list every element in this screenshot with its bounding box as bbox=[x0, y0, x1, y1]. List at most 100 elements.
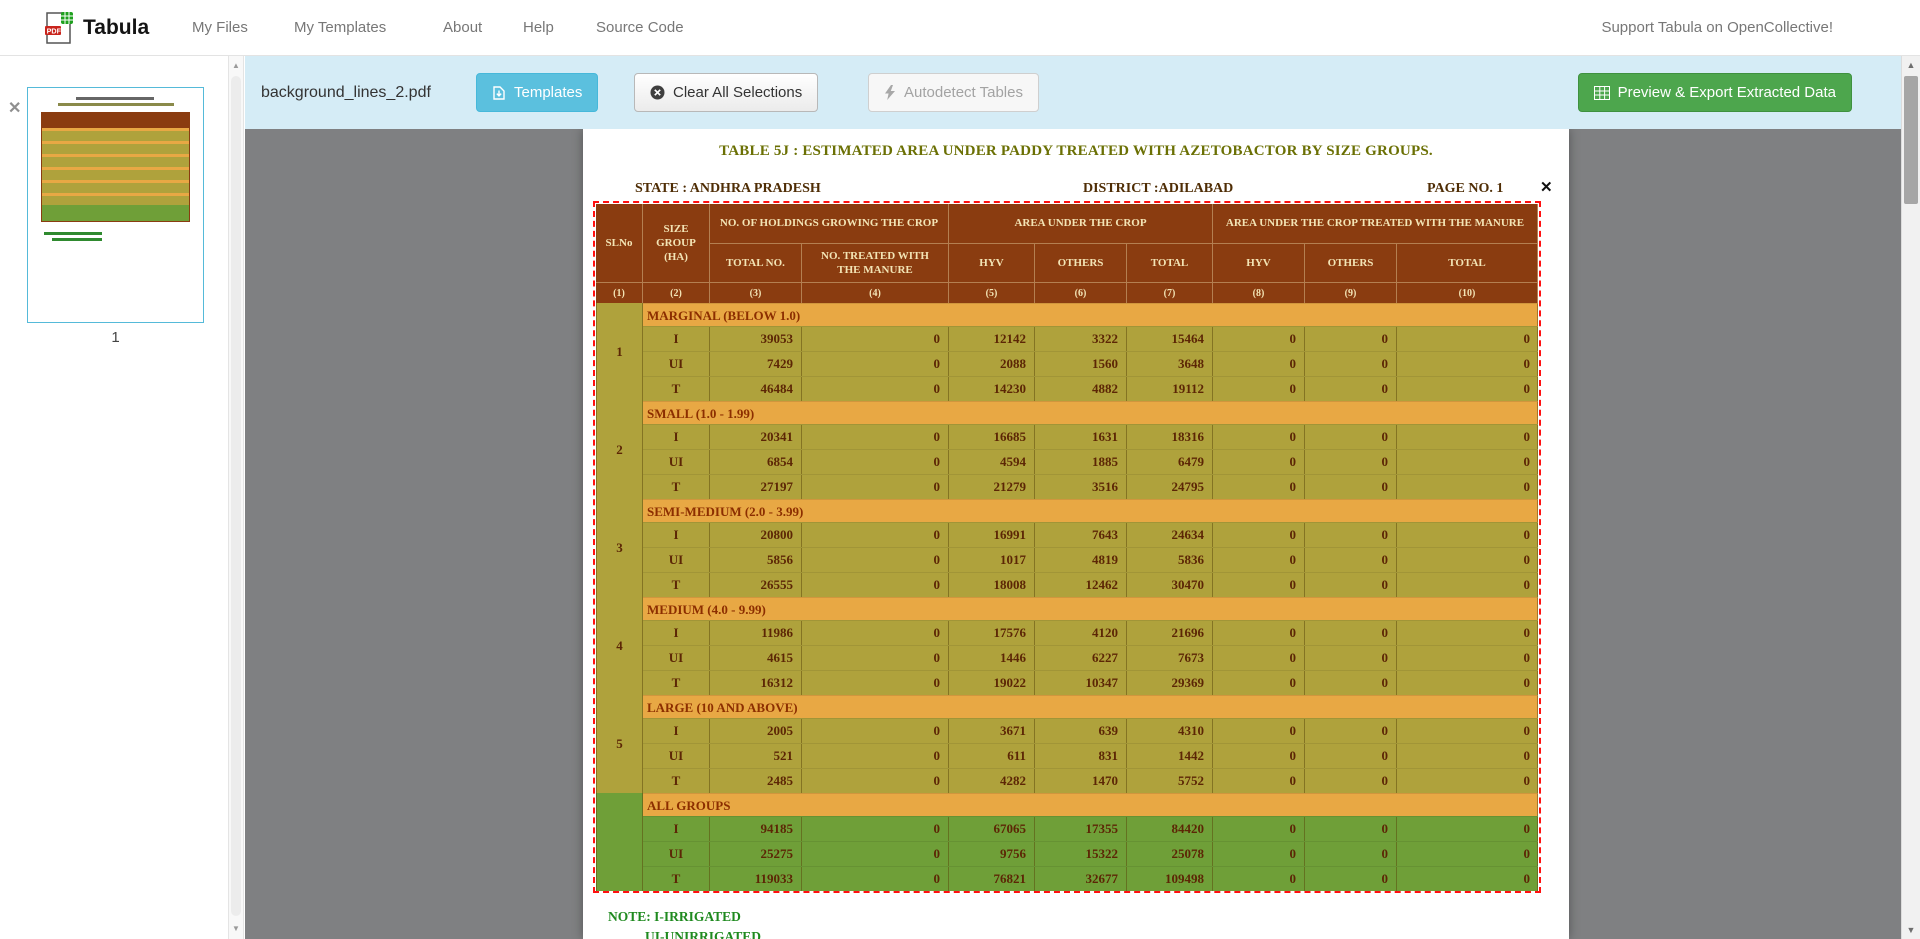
cell-value: 0 bbox=[1213, 621, 1305, 645]
group-label: SEMI-MEDIUM (2.0 - 3.99) bbox=[643, 499, 1538, 522]
table-row: T11903307682132677109498000 bbox=[643, 866, 1538, 891]
scroll-up-icon[interactable]: ▲ bbox=[1902, 56, 1920, 74]
table-row: I11986017576412021696000 bbox=[643, 620, 1538, 645]
table-row: T46484014230488219112000 bbox=[643, 376, 1538, 401]
cell-value: 0 bbox=[802, 867, 949, 891]
cell-value: 5856 bbox=[710, 548, 802, 572]
cell-value: 30470 bbox=[1127, 573, 1213, 597]
cell-value: 4120 bbox=[1035, 621, 1127, 645]
cell-value: 0 bbox=[1397, 671, 1538, 695]
cell-value: 16991 bbox=[949, 523, 1035, 547]
selection-remove-icon[interactable]: ✕ bbox=[1540, 178, 1553, 196]
cell-value: 0 bbox=[802, 769, 949, 793]
pdf-table: SLNo SIZE GROUP (HA) NO. OF HOLDINGS GRO… bbox=[596, 204, 1538, 891]
sidebar-scroll-thumb[interactable] bbox=[231, 76, 241, 916]
cell-value: 0 bbox=[1305, 352, 1397, 376]
table-icon bbox=[1594, 86, 1610, 100]
thumbnail-title-line bbox=[76, 97, 154, 100]
cell-value: 0 bbox=[1305, 769, 1397, 793]
cell-value: 17576 bbox=[949, 621, 1035, 645]
nav-about[interactable]: About bbox=[443, 0, 482, 56]
cell-value: 2485 bbox=[710, 769, 802, 793]
pdf-table-title: TABLE 5J : ESTIMATED AREA UNDER PADDY TR… bbox=[583, 143, 1569, 160]
cell-value: 0 bbox=[1213, 646, 1305, 670]
flash-icon bbox=[884, 85, 896, 100]
col-number: (3) bbox=[710, 283, 802, 303]
col-number: (6) bbox=[1035, 283, 1127, 303]
cell-value: 0 bbox=[1305, 475, 1397, 499]
cell-value: 17355 bbox=[1035, 817, 1127, 841]
cell-value: 94185 bbox=[710, 817, 802, 841]
scroll-down-icon[interactable]: ▼ bbox=[1902, 921, 1920, 939]
cell-value: 7429 bbox=[710, 352, 802, 376]
cell-row-code: T bbox=[643, 769, 710, 793]
pdf-state-label: STATE : ANDHRA PRADESH bbox=[635, 181, 821, 197]
cell-value: 0 bbox=[1213, 523, 1305, 547]
cell-value: 2005 bbox=[710, 719, 802, 743]
navbar: PDF Tabula My Files My Templates About H… bbox=[0, 0, 1920, 56]
preview-export-button[interactable]: Preview & Export Extracted Data bbox=[1578, 73, 1852, 112]
templates-button[interactable]: Templates bbox=[476, 73, 598, 112]
cell-value: 0 bbox=[1305, 327, 1397, 351]
cell-value: 15322 bbox=[1035, 842, 1127, 866]
table-group: 3SEMI-MEDIUM (2.0 - 3.99)I20800016991764… bbox=[596, 499, 1538, 597]
autodetect-tables-button[interactable]: Autodetect Tables bbox=[868, 73, 1039, 112]
cell-row-code: UI bbox=[643, 450, 710, 474]
support-link[interactable]: Support Tabula on OpenCollective! bbox=[1601, 0, 1833, 56]
pdf-page[interactable]: TABLE 5J : ESTIMATED AREA UNDER PADDY TR… bbox=[583, 129, 1569, 939]
cell-value: 0 bbox=[1397, 621, 1538, 645]
pdf-note-line-2: UI-UNIRRIGATED bbox=[645, 929, 761, 939]
brand-name: Tabula bbox=[83, 16, 149, 40]
cell-row-code: UI bbox=[643, 744, 710, 768]
cell-value: 521 bbox=[710, 744, 802, 768]
header-hyv-2: HYV bbox=[1213, 244, 1305, 283]
cell-value: 4282 bbox=[949, 769, 1035, 793]
cell-value: 4615 bbox=[710, 646, 802, 670]
nav-my-files[interactable]: My Files bbox=[192, 0, 248, 56]
group-label: ALL GROUPS bbox=[643, 793, 1538, 816]
sidebar: ✕ 1 ▲ ▼ bbox=[0, 56, 245, 939]
cell-value: 0 bbox=[1305, 817, 1397, 841]
filename-label: background_lines_2.pdf bbox=[261, 56, 431, 129]
table-row: UI58560101748195836000 bbox=[643, 547, 1538, 572]
cell-value: 0 bbox=[1305, 523, 1397, 547]
group-label: SMALL (1.0 - 1.99) bbox=[643, 401, 1538, 424]
table-row: T24850428214705752000 bbox=[643, 768, 1538, 793]
nav-help[interactable]: Help bbox=[523, 0, 554, 56]
thumbnail-note-line2 bbox=[52, 238, 102, 241]
header-others-2: OTHERS bbox=[1305, 244, 1397, 283]
table-row: UI68540459418856479000 bbox=[643, 449, 1538, 474]
cell-value: 19022 bbox=[949, 671, 1035, 695]
sidebar-scroll-down-icon[interactable]: ▼ bbox=[229, 921, 243, 937]
page-thumbnail[interactable] bbox=[27, 87, 204, 323]
slno-cell: 4 bbox=[596, 597, 643, 695]
cell-value: 10347 bbox=[1035, 671, 1127, 695]
cell-row-code: UI bbox=[643, 548, 710, 572]
nav-my-templates[interactable]: My Templates bbox=[294, 0, 386, 56]
header-no-treated: NO. TREATED WITH THE MANURE bbox=[802, 244, 949, 283]
table-header-row: SLNo SIZE GROUP (HA) NO. OF HOLDINGS GRO… bbox=[596, 204, 1538, 283]
slno-cell bbox=[596, 793, 643, 891]
remove-circle-icon bbox=[650, 85, 665, 100]
nav-source-code[interactable]: Source Code bbox=[596, 0, 684, 56]
scroll-thumb[interactable] bbox=[1904, 76, 1918, 204]
cell-value: 0 bbox=[1397, 327, 1538, 351]
cell-value: 0 bbox=[1213, 842, 1305, 866]
brand[interactable]: PDF Tabula bbox=[44, 0, 149, 56]
header-hyv: HYV bbox=[949, 244, 1035, 283]
cell-value: 3648 bbox=[1127, 352, 1213, 376]
cell-value: 6854 bbox=[710, 450, 802, 474]
cell-value: 0 bbox=[802, 671, 949, 695]
main-scrollbar[interactable]: ▲ ▼ bbox=[1901, 56, 1920, 939]
cell-row-code: I bbox=[643, 523, 710, 547]
pdf-page-no-label: PAGE NO. 1 bbox=[1427, 181, 1503, 197]
remove-file-icon[interactable]: ✕ bbox=[8, 98, 21, 118]
cell-value: 0 bbox=[1397, 817, 1538, 841]
cell-value: 0 bbox=[802, 744, 949, 768]
sidebar-scrollbar[interactable]: ▲ ▼ bbox=[228, 56, 244, 939]
sidebar-scroll-up-icon[interactable]: ▲ bbox=[229, 58, 243, 74]
cell-value: 0 bbox=[802, 377, 949, 401]
table-row: I20341016685163118316000 bbox=[643, 424, 1538, 449]
clear-all-selections-button[interactable]: Clear All Selections bbox=[634, 73, 818, 112]
cell-value: 0 bbox=[1213, 475, 1305, 499]
